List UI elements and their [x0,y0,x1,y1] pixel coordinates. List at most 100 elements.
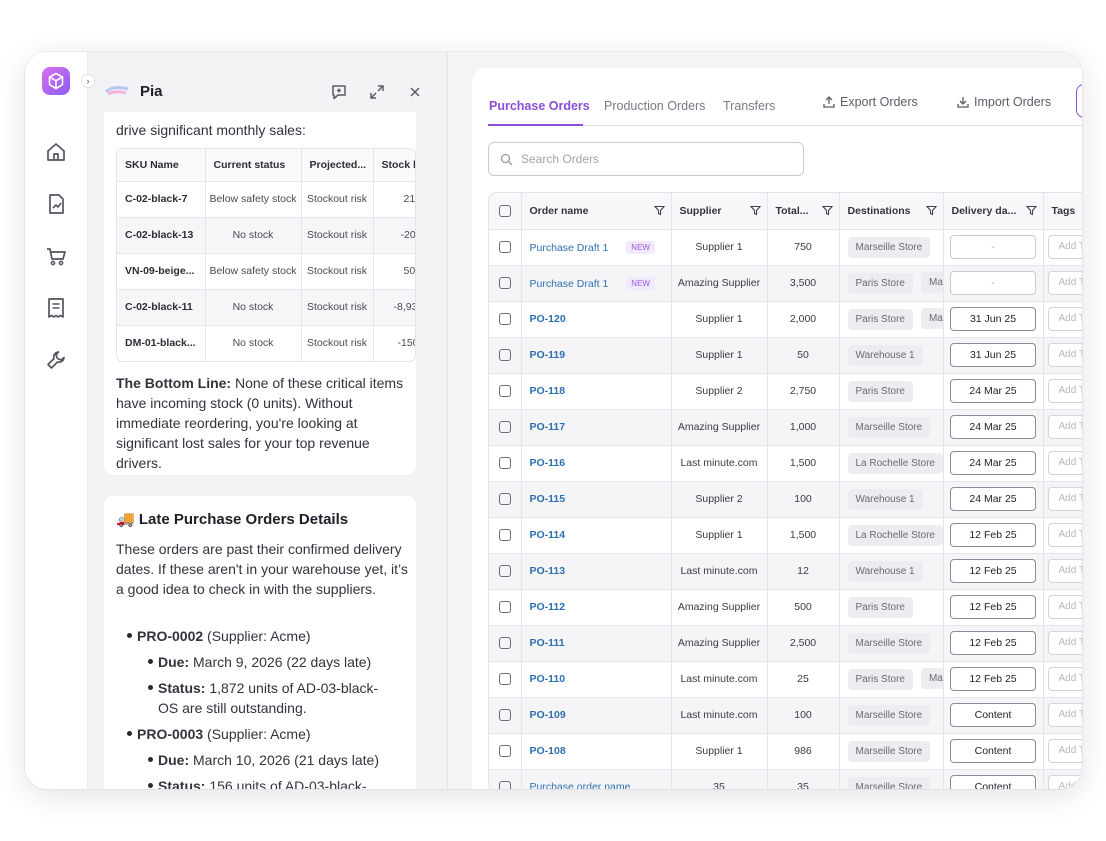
table-row[interactable]: PO-111 Amazing Supplier 2,500 Marseille Sto… [489,625,1082,662]
delivery-date-input[interactable]: 24 Mar 25 [950,487,1036,511]
order-link[interactable]: PO-108 [529,745,566,757]
order-link[interactable]: PO-111 [529,637,565,649]
add-tag-input[interactable]: Add T [1047,487,1082,511]
row-checkbox[interactable] [489,553,522,590]
delivery-date-input[interactable]: 12 Feb 25 [950,523,1036,547]
delivery-date-input[interactable]: 12 Feb 25 [950,559,1036,583]
order-name-cell[interactable]: PO-110 [521,661,672,698]
table-row[interactable]: PO-113 Last minute.com 12 Warehouse 1 12 Feb… [489,553,1082,590]
row-checkbox[interactable] [489,625,522,662]
order-name-cell[interactable]: PO-113 [521,553,672,590]
order-name-cell[interactable]: PO-109 [521,697,672,734]
order-name-cell[interactable]: PO-119 [521,337,672,374]
select-all-checkbox[interactable] [489,193,522,230]
column-header-destinations[interactable]: Destinations [839,193,944,230]
add-tag-input[interactable]: Add T [1047,235,1082,259]
table-row[interactable]: PO-116 Last minute.com 1,500 La Rochelle St… [489,445,1082,482]
order-link[interactable]: PO-113 [529,565,566,577]
order-name-cell[interactable]: Purchase Draft 1 NEW [521,265,672,302]
order-link[interactable]: PO-118 [529,385,566,397]
order-link[interactable]: Purchase Draft 1 [529,241,609,254]
order-name-cell[interactable]: PO-120 [521,301,672,338]
add-tag-input[interactable]: Add T [1047,451,1082,475]
table-row[interactable]: PO-120 Supplier 12,000 Paris Store Mar 31 Ju… [489,301,1082,338]
order-name-cell[interactable]: Purchase Draft 1 NEW [521,229,672,266]
add-tag-input[interactable]: Add T [1047,559,1082,583]
delivery-date-input[interactable]: 31 Jun 25 [950,307,1036,331]
order-name-cell[interactable]: PO-114 [521,517,672,554]
order-link[interactable]: PO-115 [529,493,566,505]
row-checkbox[interactable] [489,301,522,338]
delivery-date-input[interactable]: 24 Mar 25 [950,451,1036,475]
table-row[interactable]: PO-114 Supplier 1 1,500 La Rochelle Store 12… [489,517,1082,554]
order-link[interactable]: PO-109 [529,709,566,721]
table-row[interactable]: PO-112 Amazing Supplier 500 Paris Store 12 F… [489,589,1082,626]
add-tag-input[interactable]: Add T [1047,271,1082,295]
add-tag-input[interactable]: Add T [1047,523,1082,547]
row-checkbox[interactable] [489,769,522,789]
order-name-cell[interactable]: PO-118 [521,373,672,410]
filter-icon[interactable] [749,205,761,216]
wrench-icon[interactable] [44,348,68,372]
app-logo-icon[interactable] [42,67,70,95]
search-input[interactable]: Search Orders [488,142,804,176]
delivery-date-input[interactable]: 24 Mar 25 [950,415,1036,439]
add-tag-input[interactable]: Add T [1047,307,1082,331]
home-icon[interactable] [44,140,68,164]
row-checkbox[interactable] [489,517,522,554]
order-name-cell[interactable]: PO-111 [521,625,672,662]
delivery-date-input[interactable]: 12 Feb 25 [950,667,1036,691]
order-name-cell[interactable]: Purchase order name [521,769,672,789]
row-checkbox[interactable] [489,697,522,734]
order-link[interactable]: PO-114 [529,529,566,541]
table-row[interactable]: PO-117 Amazing Supplier 1,000 Marseille Sto… [489,409,1082,446]
filter-icon[interactable] [1025,205,1037,216]
add-tag-input[interactable]: Add T [1047,343,1082,367]
order-link[interactable]: PO-117 [529,421,566,433]
delivery-date-input[interactable]: 31 Jun 25 [950,343,1036,367]
table-row[interactable]: Purchase Draft 1 NEW Supplier 1 750 Marseill… [489,229,1082,266]
export-orders-button[interactable]: Export Orders [822,95,932,111]
table-row[interactable]: PO-115 Supplier 2 100 Warehouse 1 24 Mar 25 A… [489,481,1082,518]
expand-icon[interactable] [368,83,386,101]
delivery-date-input[interactable]: - [950,271,1036,295]
row-checkbox[interactable] [489,733,522,770]
order-name-cell[interactable]: PO-116 [521,445,672,482]
add-tag-input[interactable]: Add T [1047,667,1082,691]
table-row[interactable]: PO-119 Supplier 1 50 Warehouse 1 31 Jun 25 Ad… [489,337,1082,374]
close-icon[interactable] [406,83,424,101]
table-row[interactable]: Purchase order name 35 35 Marseille Store Co… [489,769,1082,789]
order-name-cell[interactable]: PO-115 [521,481,672,518]
delivery-date-input[interactable]: Content [950,703,1036,727]
table-row[interactable]: PO-109 Last minute.com 100 Marseille Store C… [489,697,1082,734]
order-link[interactable]: Purchase order name [529,781,631,789]
row-checkbox[interactable] [489,481,522,518]
add-tag-input[interactable]: Add T [1047,379,1082,403]
add-tag-input[interactable]: Add T [1047,703,1082,727]
filter-icon[interactable] [925,205,937,216]
new-chat-icon[interactable] [330,83,348,101]
row-checkbox[interactable] [489,445,522,482]
add-tag-input[interactable]: Add T [1047,595,1082,619]
column-header-supplier[interactable]: Supplier [671,193,768,230]
row-checkbox[interactable] [489,589,522,626]
order-name-cell[interactable]: PO-112 [521,589,672,626]
order-name-cell[interactable]: PO-117 [521,409,672,446]
order-name-cell[interactable]: PO-108 [521,733,672,770]
order-link[interactable]: PO-112 [529,601,566,613]
cart-icon[interactable] [44,244,68,268]
order-link[interactable]: PO-120 [529,313,566,325]
delivery-date-input[interactable]: 12 Feb 25 [950,631,1036,655]
primary-action-button[interactable] [1076,84,1082,118]
order-link[interactable]: PO-110 [529,673,566,685]
row-checkbox[interactable] [489,373,522,410]
order-link[interactable]: Purchase Draft 1 [529,277,609,290]
tab-transfers[interactable]: Transfers [723,99,776,113]
row-checkbox[interactable] [489,337,522,374]
column-header-delivery-date[interactable]: Delivery da... [943,193,1044,230]
add-tag-input[interactable]: Add T [1047,775,1082,789]
column-header-total[interactable]: Total... [767,193,840,230]
row-checkbox[interactable] [489,661,522,698]
column-header-tags[interactable]: Tags [1043,193,1082,230]
